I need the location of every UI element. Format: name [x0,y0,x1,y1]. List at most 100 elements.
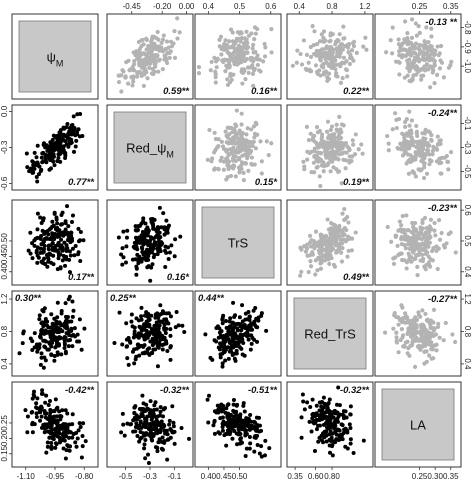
data-point [32,243,37,248]
data-point [339,42,344,47]
data-point [62,346,67,351]
diagonal-panel-fill [381,388,455,461]
data-point [32,150,37,155]
data-point [70,246,75,251]
data-point [133,52,138,58]
data-point [452,339,458,345]
data-point [314,240,319,246]
data-point [139,305,144,310]
data-point [144,421,149,426]
data-point [83,439,88,444]
data-point [446,231,451,237]
data-point [59,237,64,242]
data-point [167,250,172,255]
data-point [133,425,138,430]
variable-name: LA [410,418,426,433]
data-point [70,299,75,304]
data-point [337,152,342,157]
data-point [420,218,425,223]
data-point [246,70,251,75]
correlation-label: -0.32** [340,385,370,396]
data-point [203,332,208,337]
data-point [391,261,397,266]
data-point [299,247,304,252]
data-point [414,123,419,129]
data-point [221,348,226,353]
data-point [386,148,391,153]
data-point [396,322,401,327]
data-point [328,429,333,434]
data-point [53,248,58,253]
data-point [308,240,313,245]
data-point [164,218,169,223]
data-point [146,230,151,235]
data-point [250,335,255,340]
data-point [141,216,146,221]
data-point [53,227,58,232]
lower-scatter-points [112,303,187,369]
data-point [232,62,237,67]
data-point [172,254,177,259]
data-point [248,419,253,424]
data-point [238,57,243,62]
data-point [212,431,217,436]
data-point [165,245,170,250]
data-point [393,234,398,240]
data-point [129,312,134,317]
data-point [331,55,336,60]
data-point [249,65,255,70]
data-point [235,423,240,428]
data-point [50,219,55,224]
data-point [323,38,328,43]
data-point [155,29,160,35]
data-point [157,230,162,235]
data-point [62,342,67,347]
data-point [168,426,173,431]
data-point [134,241,139,246]
data-point [125,228,130,233]
data-point [160,435,165,440]
data-point [422,162,427,167]
top-tick-label: 0.8 [326,2,338,11]
variable-subscript: M [166,150,174,160]
data-point [325,45,331,50]
right-tick-label: -0.3 [463,141,472,155]
data-point [247,434,252,439]
data-point [446,65,452,70]
left-tick-label: 0.15 [0,445,9,461]
data-point [325,119,331,124]
data-point [249,341,254,346]
data-point [247,317,252,322]
data-point [214,65,219,70]
data-point [236,340,241,345]
bottom-tick-label: -0.3 [143,472,157,481]
top-tick-label: -0.20 [153,2,172,11]
data-point [145,425,150,430]
data-point [308,54,314,59]
correlation-label: -0.24** [428,108,458,119]
upper-scatter-points [205,108,274,183]
data-point [399,242,404,247]
data-point [432,59,437,64]
data-point [63,221,68,226]
data-point [259,313,264,318]
data-point [302,407,307,412]
data-point [332,420,337,425]
data-point [399,257,405,263]
data-point [422,52,427,57]
data-point [70,422,75,427]
data-point [38,215,43,220]
data-point [39,391,44,396]
data-point [34,342,39,347]
data-point [233,358,238,363]
data-point [42,430,47,435]
data-point [409,342,415,348]
data-point [227,340,232,345]
correlation-label: -0.51** [248,385,278,396]
data-point [319,132,325,137]
data-point [340,211,345,216]
data-point [441,338,446,343]
data-point [51,262,56,267]
data-point [399,42,404,47]
data-point [338,80,344,85]
